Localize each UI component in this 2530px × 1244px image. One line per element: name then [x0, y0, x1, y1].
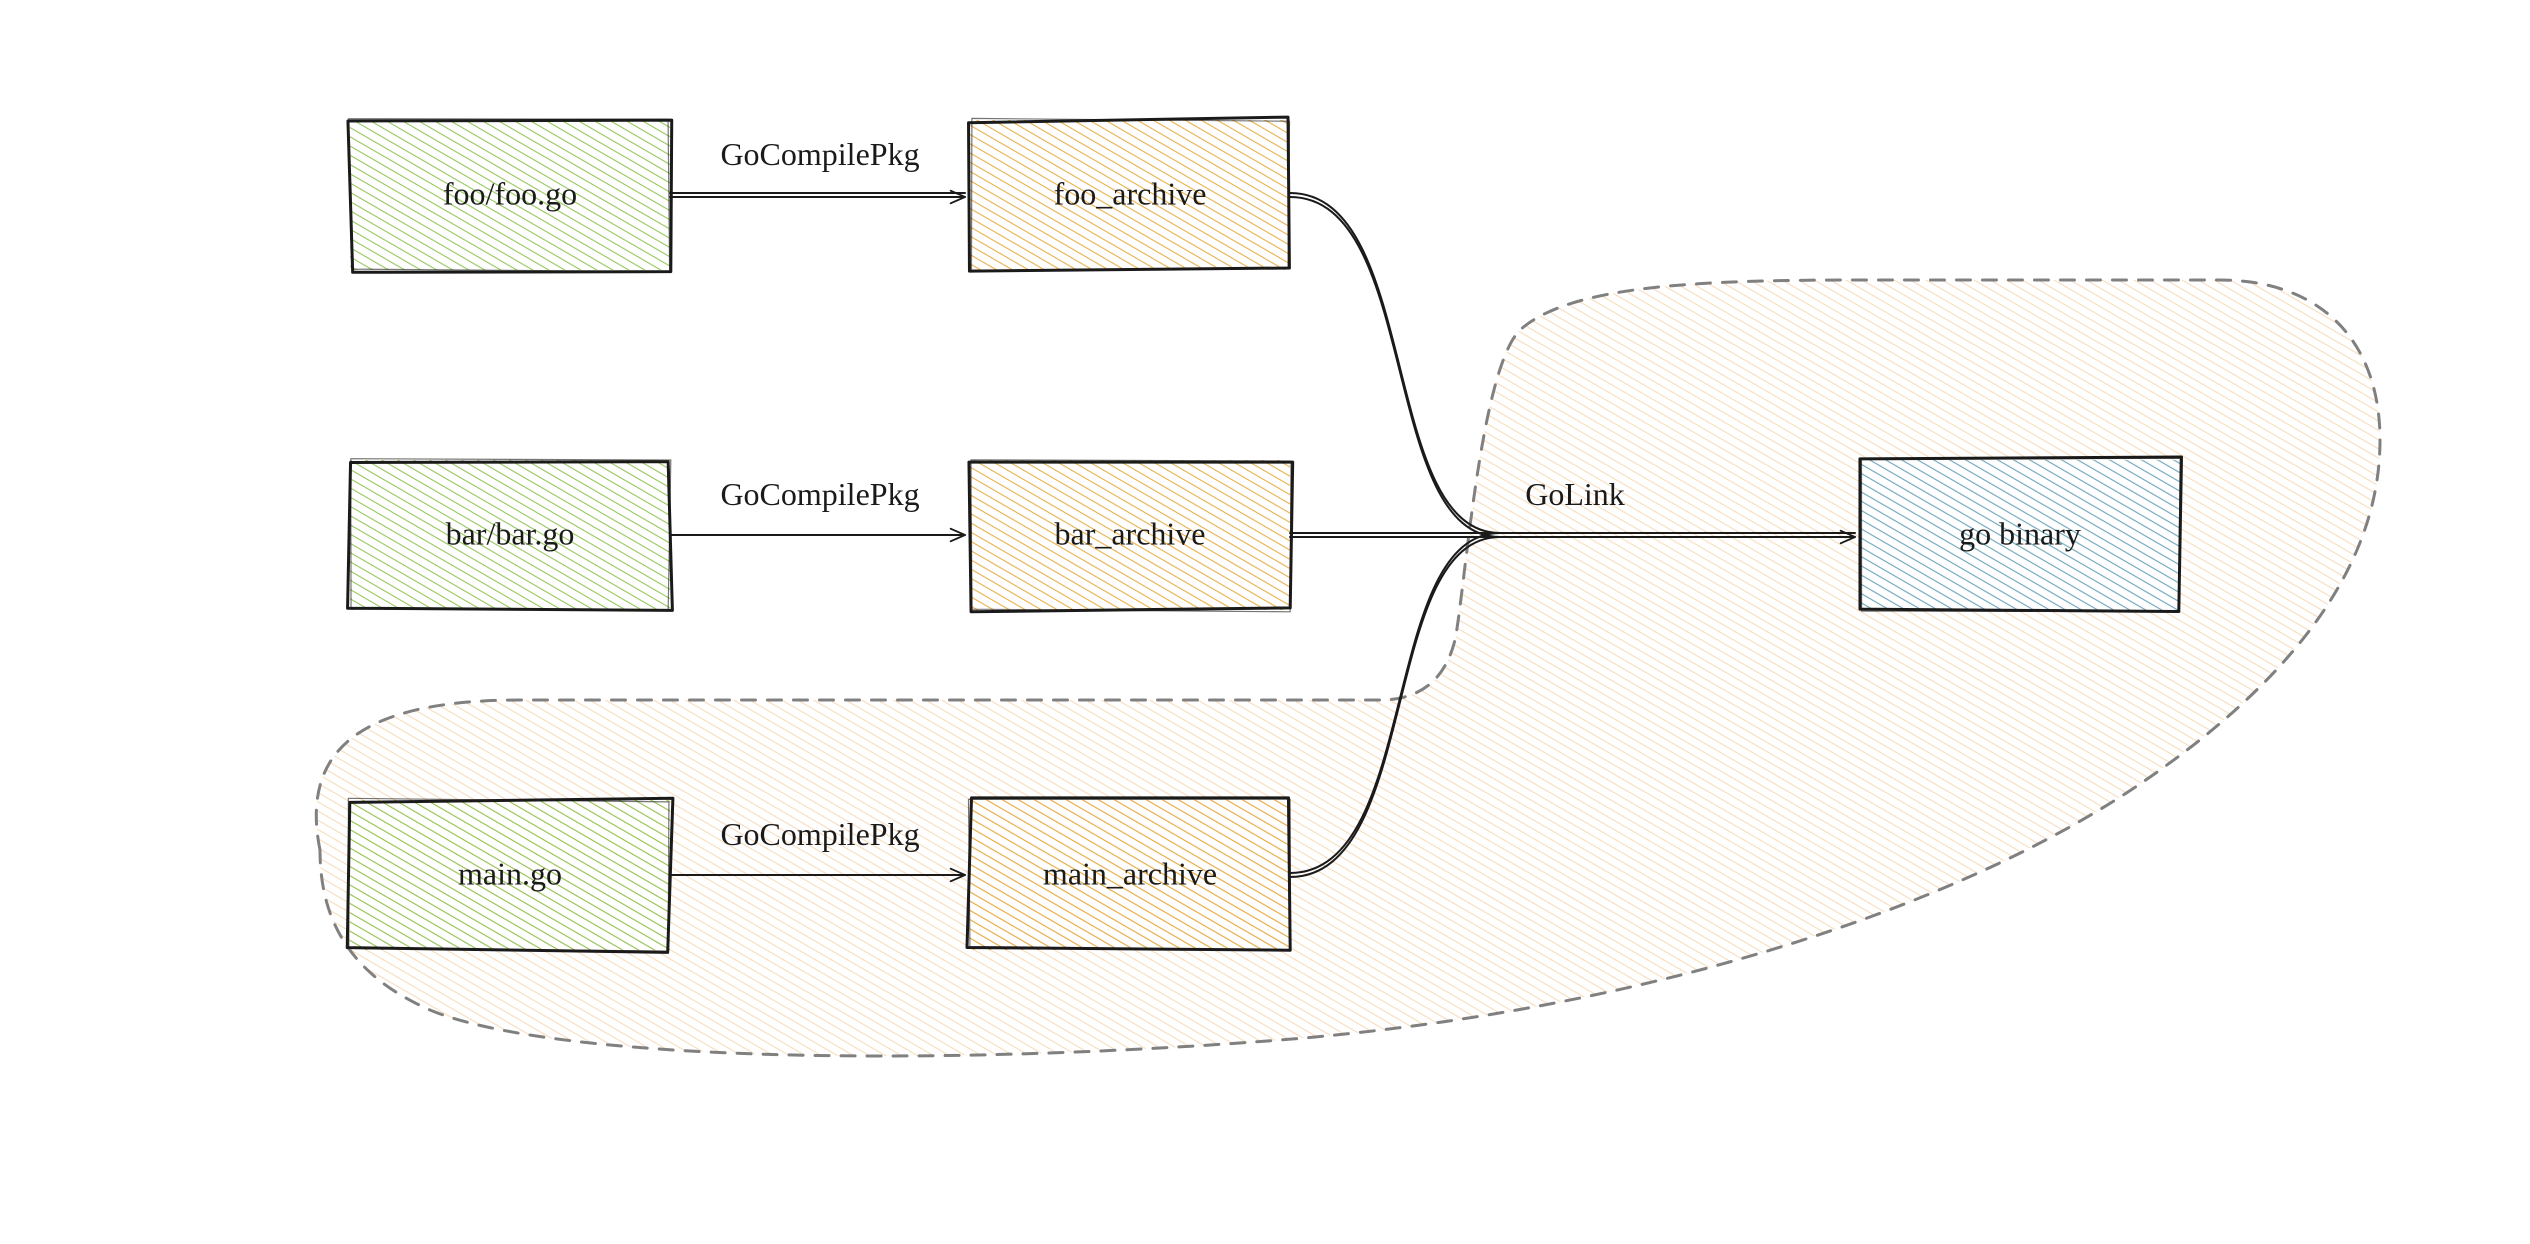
edge-foo_src-foo_ar: GoCompilePkg — [670, 136, 965, 197]
node-bar_src: bar/bar.go — [348, 459, 673, 611]
diagram-canvas: GoCompilePkg GoCompilePkg GoCompilePkg GoLi… — [0, 0, 2530, 1244]
node-foo_src: foo/foo.go — [348, 119, 672, 273]
node-label: main_archive — [1043, 855, 1217, 891]
node-main_ar: main_archive — [967, 798, 1290, 950]
node-foo_ar: foo_archive — [969, 117, 1290, 271]
node-bar_ar: bar_archive — [969, 460, 1293, 612]
node-label: foo/foo.go — [443, 175, 577, 211]
edge-label: GoCompilePkg — [720, 476, 919, 512]
edge-label: GoCompilePkg — [720, 136, 919, 172]
edge-label: GoLink — [1525, 476, 1625, 512]
edge-bar_src-bar_ar: GoCompilePkg — [670, 476, 965, 535]
node-main_src: main.go — [347, 798, 673, 952]
node-label: foo_archive — [1054, 175, 1207, 211]
node-label: bar_archive — [1054, 515, 1205, 551]
node-binary: go binary — [1860, 457, 2182, 612]
node-label: go binary — [1959, 515, 2081, 551]
node-label: bar/bar.go — [446, 515, 575, 551]
edge-label: GoCompilePkg — [720, 816, 919, 852]
node-label: main.go — [458, 855, 562, 891]
